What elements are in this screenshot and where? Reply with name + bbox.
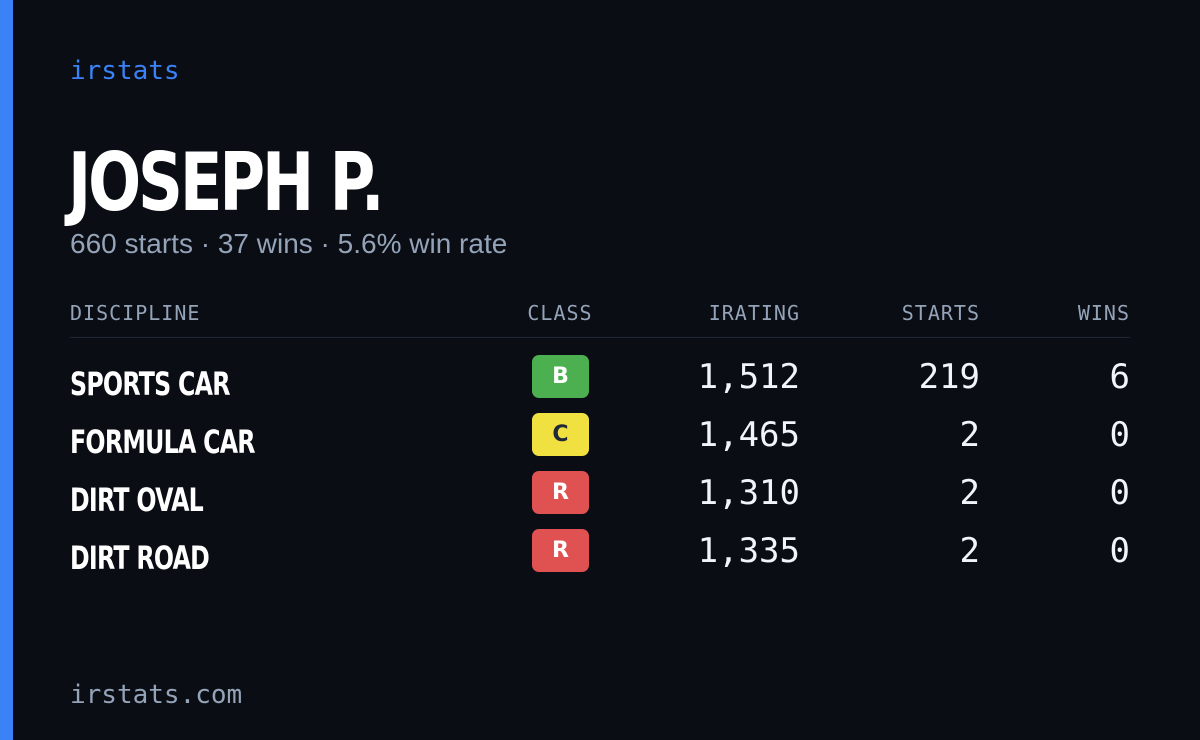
footer-url: irstats.com (70, 680, 243, 710)
class-badge: B (532, 355, 589, 398)
class-badge: C (532, 413, 589, 456)
starts-value: 219 (918, 357, 980, 397)
header-class: CLASS (527, 301, 593, 325)
irating-value: 1,335 (697, 531, 800, 571)
accent-bar (0, 0, 13, 740)
discipline-name: FORMULA CAR (70, 423, 256, 461)
driver-name: JOSEPH P. (68, 136, 385, 229)
discipline-name: DIRT ROAD (70, 539, 210, 577)
table-row: SPORTS CAR B 1,512 219 6 (70, 353, 1130, 411)
irating-value: 1,310 (697, 473, 800, 513)
stats-table: DISCIPLINE CLASS IRATING STARTS WINS SPO… (70, 298, 1130, 585)
irating-value: 1,465 (697, 415, 800, 455)
starts-value: 2 (959, 415, 980, 455)
class-badge: R (532, 529, 589, 572)
table-row: DIRT ROAD R 1,335 2 0 (70, 527, 1130, 585)
wins-value: 0 (1109, 531, 1130, 571)
wins-value: 0 (1109, 415, 1130, 455)
header-irating: IRATING (708, 301, 800, 325)
irating-value: 1,512 (697, 357, 800, 397)
discipline-name: SPORTS CAR (70, 365, 230, 403)
brand-logo-text: irstats (70, 56, 180, 86)
header-discipline: DISCIPLINE (70, 301, 201, 325)
table-row: DIRT OVAL R 1,310 2 0 (70, 469, 1130, 527)
header-starts: STARTS (901, 301, 980, 325)
table-header: DISCIPLINE CLASS IRATING STARTS WINS (70, 298, 1130, 338)
class-badge: R (532, 471, 589, 514)
discipline-name: DIRT OVAL (70, 481, 204, 519)
driver-summary: 660 starts · 37 wins · 5.6% win rate (70, 228, 508, 259)
table-row: FORMULA CAR C 1,465 2 0 (70, 411, 1130, 469)
starts-value: 2 (959, 531, 980, 571)
wins-value: 6 (1109, 357, 1130, 397)
starts-value: 2 (959, 473, 980, 513)
wins-value: 0 (1109, 473, 1130, 513)
header-wins: WINS (1077, 301, 1130, 325)
